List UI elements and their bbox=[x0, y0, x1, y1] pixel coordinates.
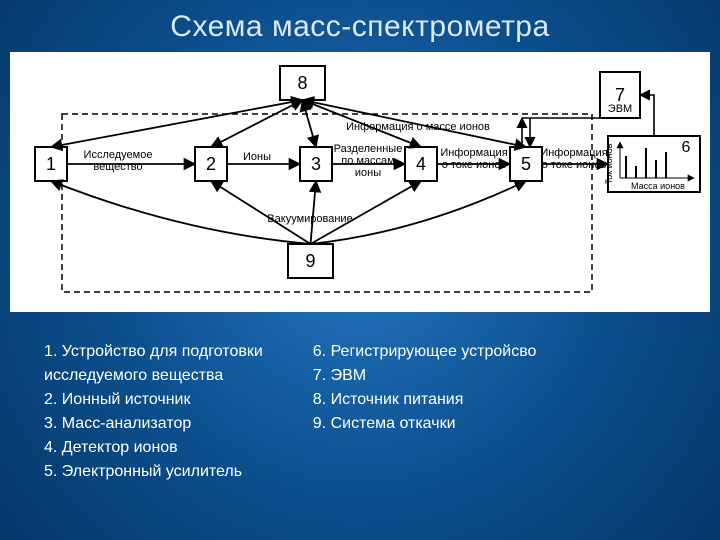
legend-col-2: 6. Регистрирующее устройсво 7. ЭВМ 8. Ис… bbox=[313, 340, 537, 484]
svg-text:ЭВМ: ЭВМ bbox=[608, 103, 632, 115]
legend-col-1: 1. Устройство для подготовки исследуемог… bbox=[44, 340, 263, 484]
svg-text:1: 1 bbox=[46, 154, 56, 174]
svg-text:Информация: Информация bbox=[540, 147, 607, 159]
svg-text:Ионы: Ионы bbox=[243, 151, 271, 163]
svg-text:по массам: по массам bbox=[341, 155, 395, 167]
svg-text:о токе ионов: о токе ионов bbox=[442, 159, 507, 171]
svg-text:8: 8 bbox=[297, 73, 307, 93]
slide-title: Схема масс-спектрометра bbox=[0, 0, 720, 44]
legend-item-5: 5. Электронный усилитель bbox=[44, 460, 263, 484]
svg-text:Вакуумирование: Вакуумирование bbox=[267, 213, 352, 225]
svg-text:Информация: Информация bbox=[440, 147, 507, 159]
legend-item-4: 4. Детектор ионов bbox=[44, 436, 263, 460]
legend-item-2: 2. Ионный источник bbox=[44, 388, 263, 412]
svg-text:2: 2 bbox=[206, 154, 216, 174]
svg-text:5: 5 bbox=[521, 154, 531, 174]
legend-item-9: 9. Система откачки bbox=[313, 412, 537, 436]
legend-item-1: 1. Устройство для подготовки исследуемог… bbox=[44, 340, 263, 388]
svg-text:о токе ионов: о токе ионов bbox=[542, 159, 607, 171]
svg-text:Разделенные: Разделенные bbox=[334, 143, 403, 155]
slide: Схема масс-спектрометра 1 2 3 4 5 7ЭВМ 8 9 6 Масс… bbox=[0, 0, 720, 540]
legend-item-3: 3. Масс-анализатор bbox=[44, 412, 263, 436]
svg-text:Масса ионов: Масса ионов bbox=[631, 181, 685, 191]
legend: 1. Устройство для подготовки исследуемог… bbox=[44, 340, 684, 484]
svg-text:ионы: ионы bbox=[355, 167, 381, 179]
svg-text:7: 7 bbox=[615, 85, 625, 105]
legend-item-7: 7. ЭВМ bbox=[313, 364, 537, 388]
svg-text:вещество: вещество bbox=[93, 161, 142, 173]
svg-text:4: 4 bbox=[416, 154, 426, 174]
mass-spectrometer-diagram: 123457ЭВМ896Масса ионовТок ионовИсследуе… bbox=[10, 52, 710, 312]
legend-item-6: 6. Регистрирующее устройсво bbox=[313, 340, 537, 364]
svg-text:Информация о массе ионов: Информация о массе ионов bbox=[346, 121, 490, 133]
svg-text:Исследуемое: Исследуемое bbox=[84, 149, 153, 161]
svg-text:6: 6 bbox=[682, 139, 691, 156]
diagram-panel: 123457ЭВМ896Масса ионовТок ионовИсследуе… bbox=[10, 52, 710, 312]
svg-text:9: 9 bbox=[305, 251, 315, 271]
svg-text:3: 3 bbox=[311, 154, 321, 174]
legend-item-8: 8. Источник питания bbox=[313, 388, 537, 412]
